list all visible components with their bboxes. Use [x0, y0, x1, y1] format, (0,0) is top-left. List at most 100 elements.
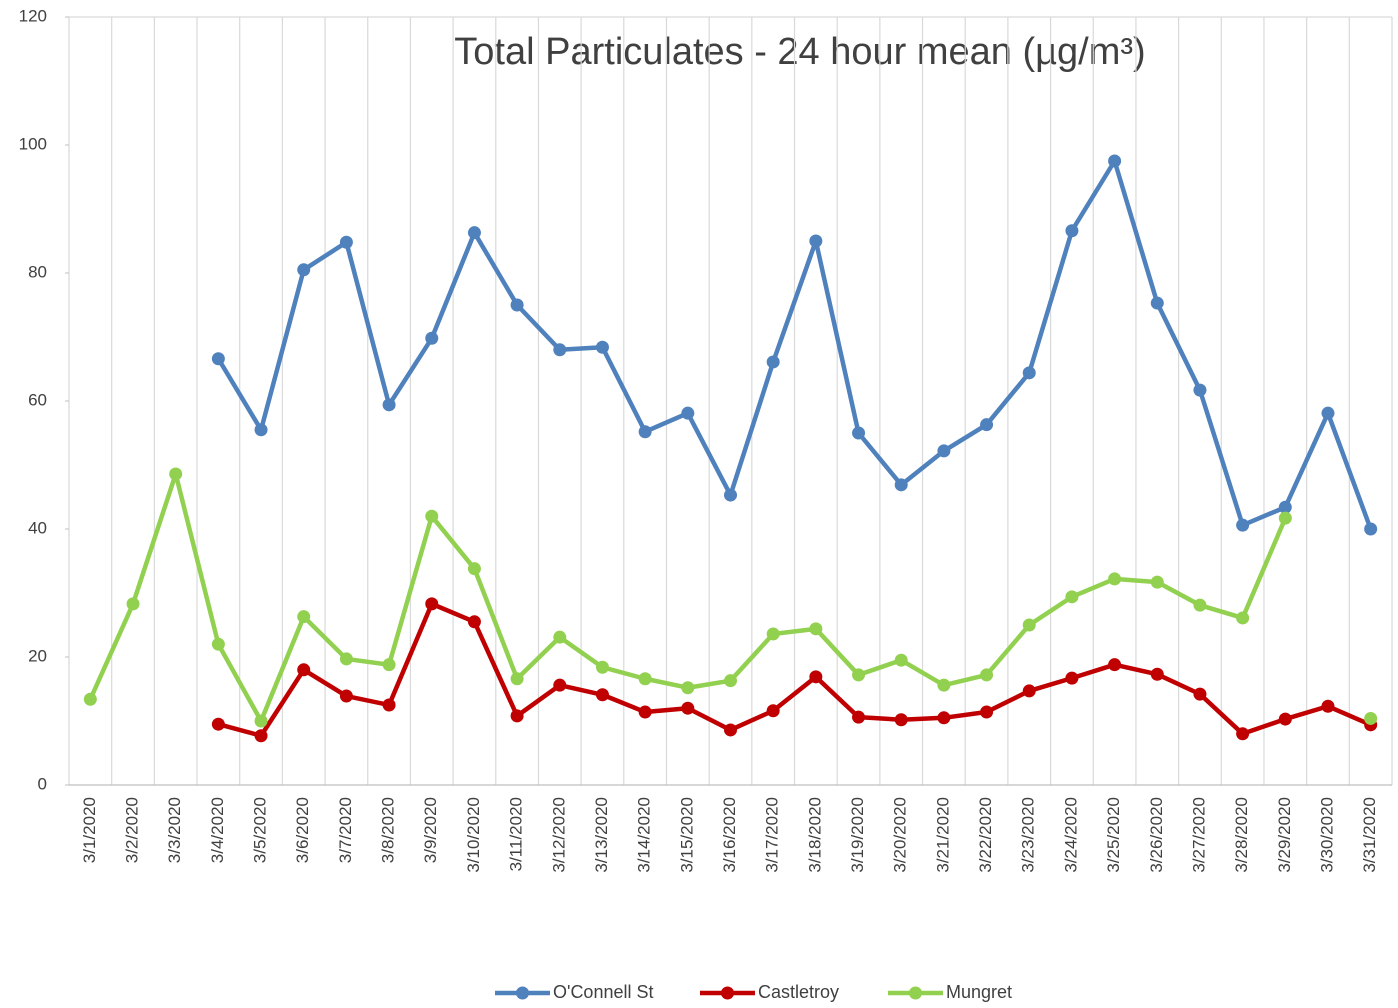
- data-point: [211, 717, 225, 731]
- data-point: [852, 426, 866, 440]
- data-point: [980, 418, 994, 432]
- y-tick-label: 20: [28, 646, 47, 665]
- data-point: [1065, 224, 1079, 238]
- data-point: [766, 627, 780, 641]
- x-tick-label: 3/8/2020: [379, 797, 398, 863]
- data-point: [425, 331, 439, 345]
- data-point: [724, 488, 737, 502]
- data-point: [83, 692, 97, 706]
- data-point: [595, 660, 609, 674]
- data-point: [1193, 383, 1207, 397]
- data-point: [1364, 522, 1378, 536]
- x-tick-label: 3/14/2020: [635, 797, 654, 873]
- data-point: [1065, 671, 1079, 685]
- data-point: [211, 637, 225, 651]
- x-tick-label: 3/27/2020: [1189, 797, 1208, 873]
- data-point: [1278, 500, 1292, 514]
- data-point: [724, 674, 737, 688]
- data-point: [297, 610, 311, 624]
- y-tick-label: 40: [28, 518, 47, 537]
- data-point: [1108, 658, 1122, 672]
- data-point: [638, 672, 652, 686]
- data-point: [1150, 667, 1164, 681]
- data-point: [382, 658, 396, 672]
- x-tick-label: 3/17/2020: [763, 797, 782, 873]
- data-point: [510, 298, 524, 312]
- x-tick-label: 3/2/2020: [123, 797, 142, 863]
- data-point: [638, 425, 652, 439]
- x-tick-label: 3/3/2020: [165, 797, 184, 863]
- data-point: [1022, 618, 1036, 632]
- data-point: [809, 670, 823, 684]
- x-tick-label: 3/21/2020: [933, 797, 952, 873]
- legend-marker: [721, 986, 734, 1000]
- x-tick-label: 3/26/2020: [1147, 797, 1166, 873]
- data-point: [297, 263, 311, 277]
- y-tick-label: 80: [28, 262, 47, 281]
- x-tick-label: 3/30/2020: [1317, 797, 1336, 873]
- x-tick-label: 3/15/2020: [677, 797, 696, 873]
- data-point: [809, 622, 823, 636]
- data-point: [339, 235, 353, 249]
- data-point: [510, 709, 524, 723]
- data-point: [425, 509, 439, 523]
- data-point: [1108, 572, 1122, 586]
- legend-marker: [516, 986, 529, 1000]
- x-tick-label: 3/25/2020: [1104, 797, 1123, 873]
- x-tick-label: 3/11/2020: [507, 797, 526, 871]
- x-tick-label: 3/1/2020: [80, 797, 99, 863]
- y-tick-label: 60: [28, 390, 47, 409]
- data-point: [724, 723, 737, 737]
- y-tick-label: 100: [19, 134, 47, 153]
- data-point: [681, 701, 695, 715]
- data-point: [553, 630, 567, 644]
- data-point: [1150, 575, 1164, 589]
- data-point: [809, 234, 823, 248]
- data-point: [510, 672, 524, 686]
- x-tick-label: 3/13/2020: [592, 797, 611, 873]
- data-point: [766, 355, 780, 369]
- data-point: [980, 668, 994, 682]
- data-point: [595, 688, 609, 702]
- series-line: [216, 158, 1373, 530]
- data-point: [339, 652, 353, 666]
- data-point: [1236, 727, 1250, 741]
- data-point: [1278, 712, 1292, 726]
- data-point: [852, 668, 866, 682]
- data-point: [894, 713, 908, 727]
- x-tick-label: 3/10/2020: [464, 797, 483, 873]
- data-point: [1364, 711, 1378, 725]
- data-point: [297, 663, 311, 677]
- x-tick-label: 3/20/2020: [891, 797, 910, 873]
- x-tick-label: 3/24/2020: [1061, 797, 1080, 873]
- x-tick-label: 3/9/2020: [421, 797, 440, 863]
- legend-label: Mungret: [946, 982, 1012, 1002]
- legend-label: Castletroy: [758, 982, 839, 1002]
- data-point: [1236, 518, 1250, 532]
- data-point: [980, 705, 994, 719]
- series-line: [217, 601, 1372, 738]
- data-point: [1321, 699, 1335, 713]
- data-point: [211, 352, 225, 366]
- data-point: [681, 406, 695, 420]
- x-tick-label: 3/6/2020: [293, 797, 312, 863]
- data-point: [1022, 684, 1036, 698]
- data-point: [937, 678, 951, 692]
- data-point: [852, 710, 866, 724]
- data-point: [553, 343, 567, 357]
- data-point: [254, 714, 268, 728]
- legend-marker: [909, 986, 922, 1000]
- data-point: [339, 689, 353, 703]
- x-tick-label: 3/18/2020: [805, 797, 824, 873]
- data-point: [553, 678, 567, 692]
- data-point: [1278, 511, 1292, 525]
- data-point: [1321, 406, 1335, 420]
- x-tick-label: 3/16/2020: [720, 797, 739, 873]
- x-tick-label: 3/23/2020: [1019, 797, 1038, 873]
- x-tick-label: 3/5/2020: [251, 797, 270, 863]
- x-tick-label: 3/7/2020: [336, 797, 355, 863]
- x-tick-label: 3/4/2020: [208, 797, 227, 863]
- x-tick-label: 3/28/2020: [1232, 797, 1251, 873]
- data-point: [1236, 611, 1250, 625]
